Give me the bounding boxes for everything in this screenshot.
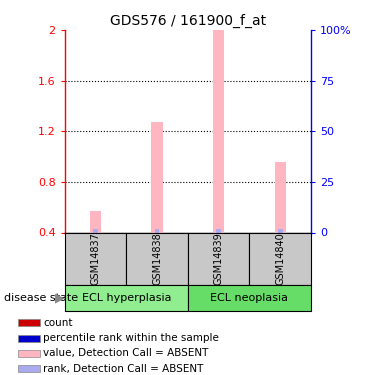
Text: disease state: disease state <box>4 293 78 303</box>
Text: ECL neoplasia: ECL neoplasia <box>210 293 288 303</box>
Bar <box>278 230 283 232</box>
Text: ▶: ▶ <box>55 292 64 304</box>
Bar <box>151 122 162 232</box>
Bar <box>18 319 40 326</box>
Text: ECL hyperplasia: ECL hyperplasia <box>81 293 171 303</box>
Bar <box>216 230 221 232</box>
Bar <box>18 350 40 357</box>
Bar <box>126 232 188 285</box>
Bar <box>188 232 249 285</box>
Text: value, Detection Call = ABSENT: value, Detection Call = ABSENT <box>43 348 208 358</box>
Bar <box>18 334 40 342</box>
Bar <box>155 230 159 232</box>
Text: GSM14840: GSM14840 <box>275 232 285 285</box>
Title: GDS576 / 161900_f_at: GDS576 / 161900_f_at <box>110 13 266 28</box>
Bar <box>275 162 286 232</box>
Text: percentile rank within the sample: percentile rank within the sample <box>43 333 219 343</box>
Text: GSM14837: GSM14837 <box>91 232 101 285</box>
Bar <box>188 285 311 311</box>
Text: GSM14839: GSM14839 <box>213 232 223 285</box>
Bar <box>65 232 126 285</box>
Bar <box>93 230 98 232</box>
Bar <box>18 365 40 372</box>
Bar <box>213 30 224 232</box>
Bar <box>90 211 101 232</box>
Text: count: count <box>43 318 73 328</box>
Bar <box>249 232 311 285</box>
Text: GSM14838: GSM14838 <box>152 232 162 285</box>
Bar <box>65 285 188 311</box>
Text: rank, Detection Call = ABSENT: rank, Detection Call = ABSENT <box>43 364 203 374</box>
